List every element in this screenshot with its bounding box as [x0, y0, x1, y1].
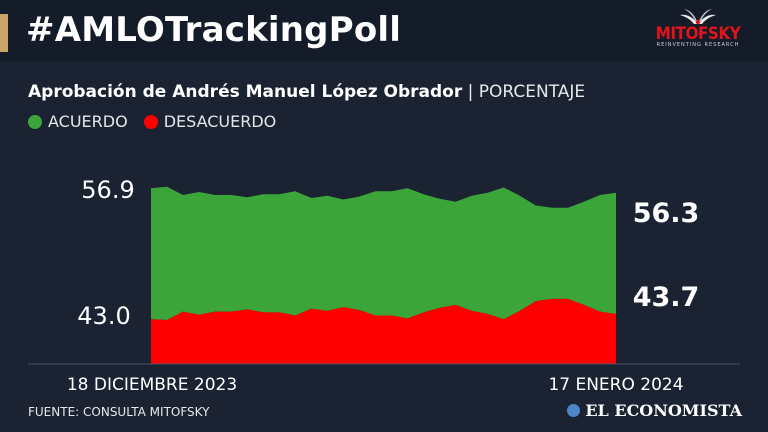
subtitle-separator: | — [462, 82, 479, 102]
legend-swatch-desacuerdo — [143, 114, 158, 129]
chart-subtitle: Aprobación de Andrés Manuel López Obrado… — [28, 82, 585, 102]
chart-legend: ACUERDO DESACUERDO — [28, 112, 276, 131]
subtitle-main: Aprobación de Andrés Manuel López Obrado… — [28, 82, 463, 102]
legend-item-acuerdo: ACUERDO — [28, 112, 128, 131]
header-bar: #AMLOTrackingPoll MITOFSKY REINVENTING R… — [0, 0, 768, 62]
logo-brand: MITOFSKY — [655, 24, 741, 44]
subtitle-unit: PORCENTAJE — [478, 82, 586, 102]
accent-bar — [0, 14, 8, 52]
legend-label-desacuerdo: DESACUERDO — [163, 112, 277, 131]
label-first-desacuerdo: 43.0 — [77, 302, 130, 330]
publisher-logo: EL ECONOMISTA — [567, 401, 742, 420]
footer-source: FUENTE: CONSULTA MITOFSKY — [28, 405, 210, 419]
publisher-name: EL ECONOMISTA — [585, 401, 742, 420]
area-acuerdo — [151, 186, 616, 320]
label-first-acuerdo: 56.9 — [81, 176, 134, 204]
legend-swatch-acuerdo — [28, 114, 42, 129]
label-last-acuerdo: 56.3 — [633, 198, 700, 229]
mitofsky-logo: MITOFSKY REINVENTING RESEARCH — [652, 8, 744, 56]
x-tick-start: 18 DICIEMBRE 2023 — [67, 375, 237, 395]
page-title: #AMLOTrackingPoll — [26, 10, 402, 50]
publisher-globe-icon — [567, 404, 581, 417]
logo-tagline: REINVENTING RESEARCH — [656, 42, 740, 48]
x-tick-end: 17 ENERO 2024 — [548, 375, 683, 395]
label-last-desacuerdo: 43.7 — [633, 282, 700, 313]
legend-item-desacuerdo: DESACUERDO — [143, 112, 277, 131]
area-desacuerdo — [151, 298, 616, 364]
legend-label-acuerdo: ACUERDO — [48, 112, 128, 131]
mitofsky-wings-icon — [680, 9, 716, 25]
